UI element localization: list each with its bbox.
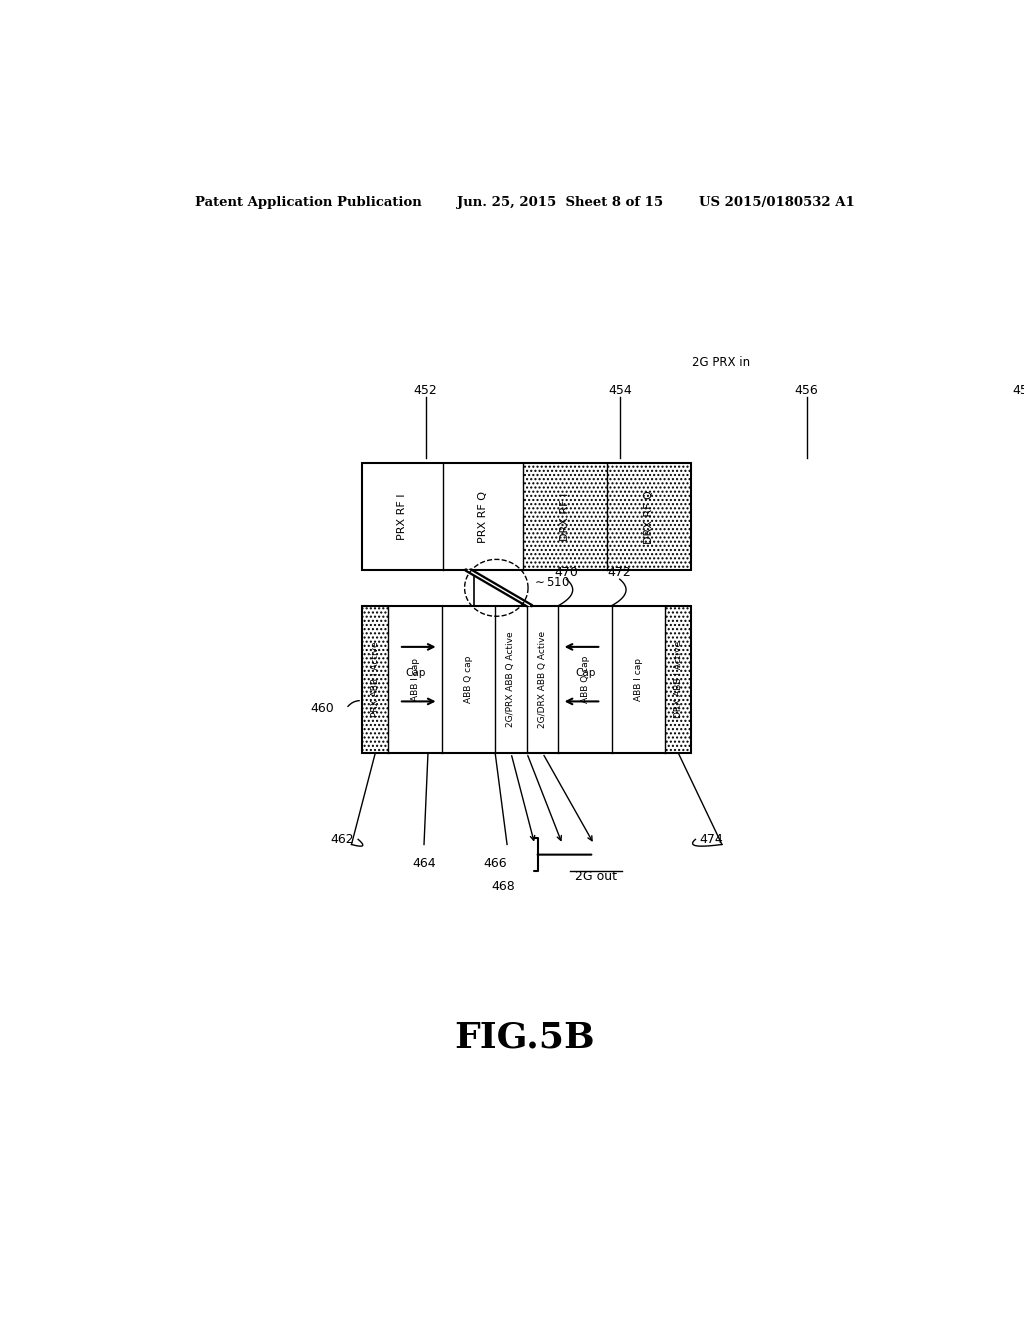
Text: 470: 470	[554, 566, 579, 579]
Text: PRX RF Q: PRX RF Q	[478, 491, 488, 543]
Text: 464: 464	[413, 857, 436, 870]
Bar	[362, 463, 691, 570]
Text: 2G/PRX ABB Q Active: 2G/PRX ABB Q Active	[507, 631, 515, 727]
Text: PRX ABB I Active: PRX ABB I Active	[371, 642, 380, 717]
Text: 456: 456	[795, 384, 818, 397]
Text: DRX RF Q: DRX RF Q	[644, 490, 654, 544]
Text: $\sim$510: $\sim$510	[532, 577, 570, 589]
Text: 2G PRX in: 2G PRX in	[692, 356, 751, 368]
Text: 454: 454	[608, 384, 632, 397]
Text: ABB I cap: ABB I cap	[411, 657, 420, 701]
Text: ABB I cap: ABB I cap	[634, 657, 643, 701]
Text: 460: 460	[310, 702, 334, 715]
Text: FIG.5B: FIG.5B	[455, 1020, 595, 1055]
Text: 2G out: 2G out	[575, 870, 617, 883]
Text: Patent Application Publication: Patent Application Publication	[196, 195, 422, 209]
Text: 452: 452	[414, 384, 437, 397]
Bar	[362, 606, 691, 752]
Text: Cap: Cap	[404, 668, 425, 678]
Text: DRX ABB I Active: DRX ABB I Active	[674, 640, 683, 718]
Bar	[607, 463, 691, 570]
Text: 2G/DRX ABB Q Active: 2G/DRX ABB Q Active	[538, 631, 547, 727]
Text: 468: 468	[492, 880, 515, 894]
Text: 462: 462	[331, 833, 354, 846]
Text: ABB Q cap: ABB Q cap	[581, 656, 590, 704]
Text: Cap: Cap	[574, 668, 595, 678]
Text: US 2015/0180532 A1: US 2015/0180532 A1	[699, 195, 855, 209]
Text: 458: 458	[1013, 384, 1024, 397]
Text: ABB Q cap: ABB Q cap	[464, 656, 473, 704]
Text: PRX RF I: PRX RF I	[397, 494, 408, 540]
Bar	[523, 463, 607, 570]
Text: 466: 466	[483, 857, 507, 870]
Bar	[362, 606, 388, 752]
Text: DRX RF I: DRX RF I	[560, 492, 570, 541]
Text: 474: 474	[699, 833, 723, 846]
Text: 472: 472	[608, 566, 632, 579]
Bar	[666, 606, 691, 752]
Text: Jun. 25, 2015  Sheet 8 of 15: Jun. 25, 2015 Sheet 8 of 15	[458, 195, 664, 209]
